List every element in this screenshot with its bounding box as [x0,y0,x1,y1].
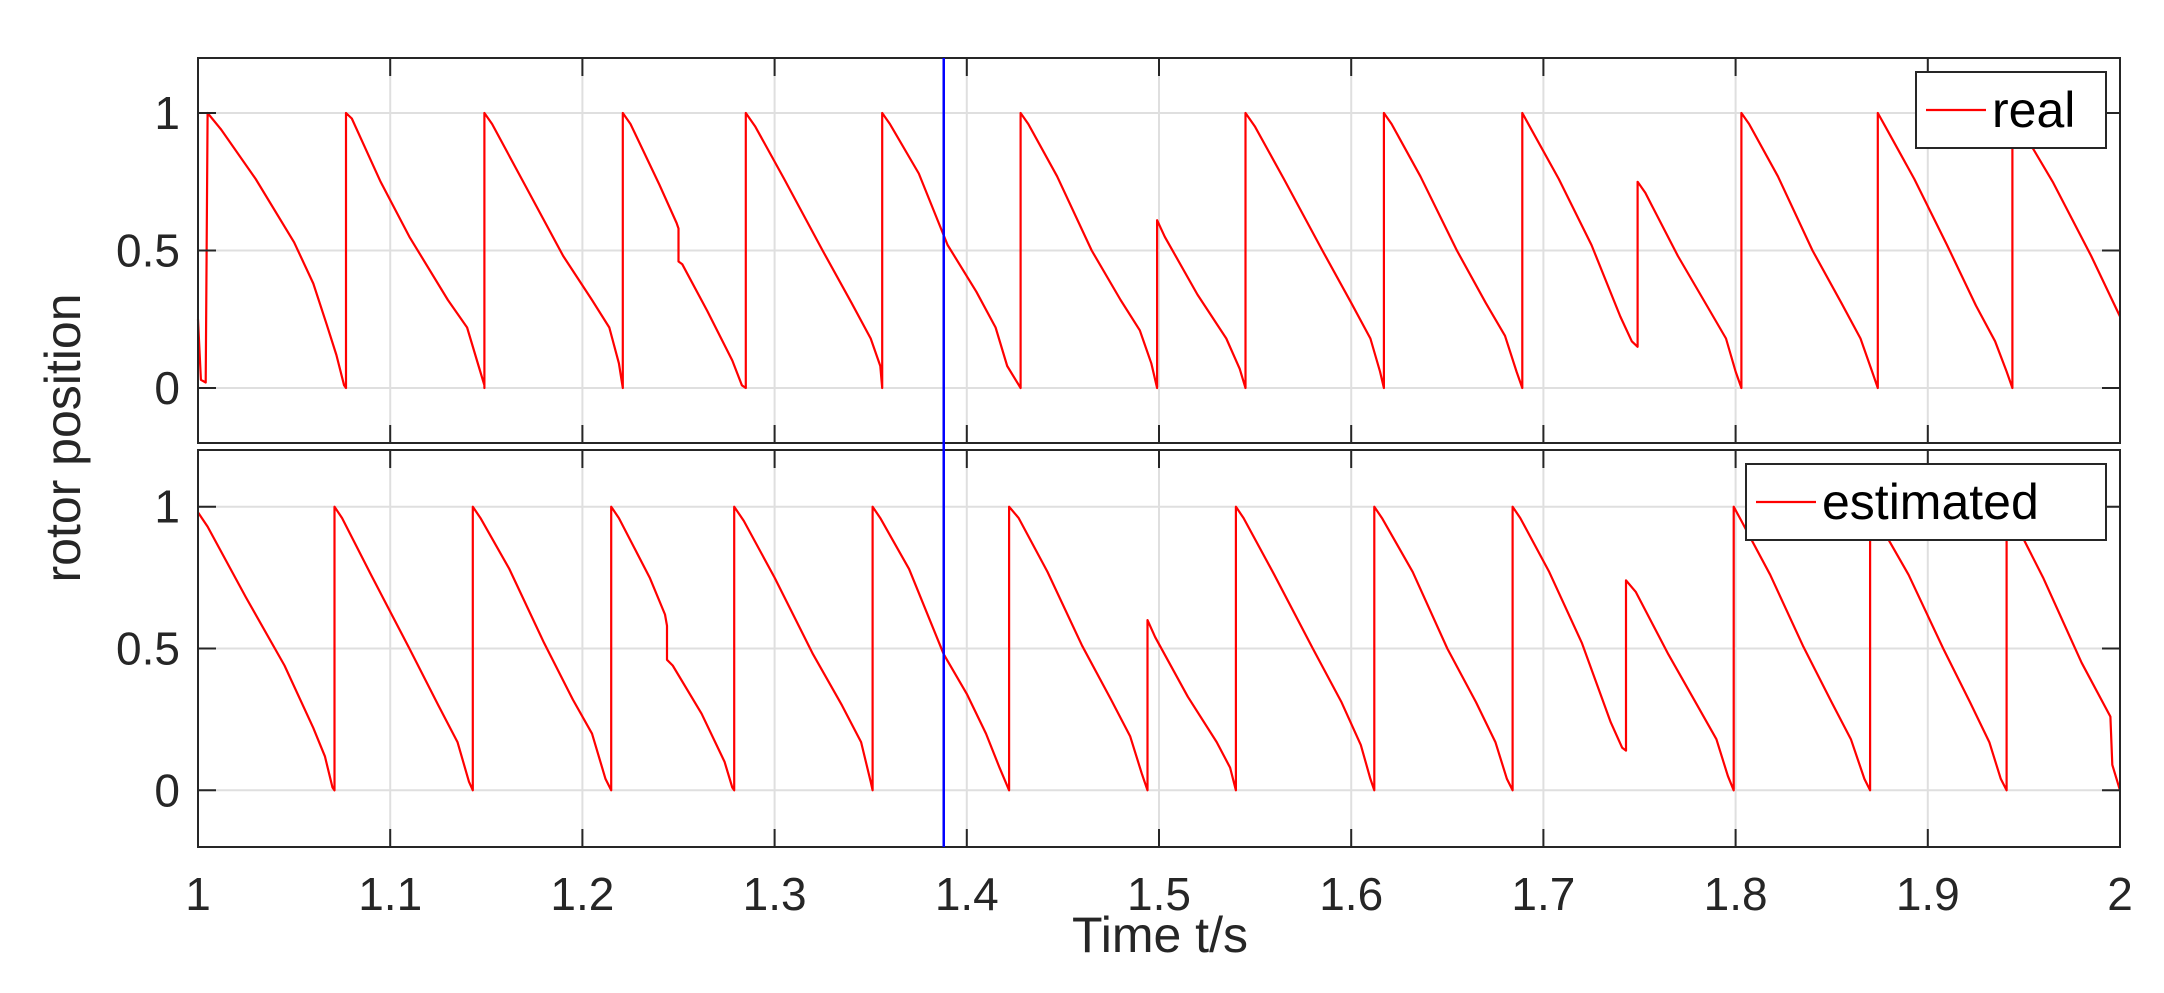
panel-estimated: 0 0.5 1 estimated [116,449,2122,848]
x-tick-label: 1.2 [550,868,614,920]
y-tick-label: 0.5 [116,225,180,277]
x-tick-label: 1.4 [935,868,999,920]
y-tick-label: 0 [154,362,180,414]
x-tick-labels: 1 1.1 1.2 1.3 1.4 1.5 1.6 1.7 1.8 1.9 2 [185,868,2133,920]
legend-estimated: estimated [1745,463,2107,541]
panels: 0 0.5 1 real 0 0.5 1 estimated [116,57,2122,848]
y-tick-label: 0.5 [116,623,180,675]
x-tick-label: 1.6 [1319,868,1383,920]
legend-real: real [1915,71,2107,149]
x-tick-label: 2 [2107,868,2133,920]
x-tick-label: 1.5 [1127,868,1191,920]
y-tick-label: 1 [154,87,180,139]
x-tick-label: 1 [185,868,211,920]
y-tick-label: 1 [154,481,180,533]
legend-label: real [1992,82,2075,138]
y-tick-label: 0 [154,764,180,816]
panel-real: 0 0.5 1 real [116,57,2121,444]
legend-label: estimated [1822,474,2039,530]
x-axis-label: Time t/s [1072,907,1248,963]
x-tick-label: 1.7 [1511,868,1575,920]
y-axis-label: rotor position [35,293,91,582]
x-tick-label: 1.3 [743,868,807,920]
x-tick-label: 1.9 [1896,868,1960,920]
x-tick-label: 1.8 [1704,868,1768,920]
x-tick-label: 1.1 [358,868,422,920]
series-line-estimated [197,505,2122,792]
series-line-real [196,111,2121,390]
